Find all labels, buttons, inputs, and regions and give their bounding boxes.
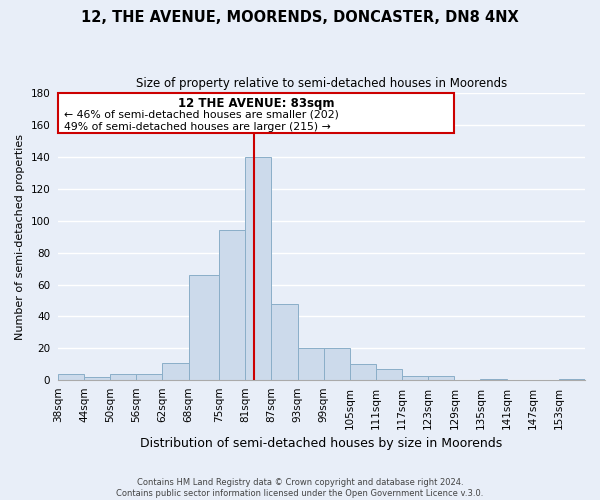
Bar — [110, 374, 136, 380]
Bar — [323, 348, 350, 380]
Bar — [271, 304, 298, 380]
X-axis label: Distribution of semi-detached houses by size in Moorends: Distribution of semi-detached houses by … — [140, 437, 503, 450]
Bar — [84, 377, 110, 380]
Bar — [559, 378, 585, 380]
Text: ← 46% of semi-detached houses are smaller (202): ← 46% of semi-detached houses are smalle… — [64, 109, 340, 119]
Bar — [58, 374, 84, 380]
Text: 49% of semi-detached houses are larger (215) →: 49% of semi-detached houses are larger (… — [64, 122, 331, 132]
Bar — [350, 364, 376, 380]
Bar — [219, 230, 245, 380]
Y-axis label: Number of semi-detached properties: Number of semi-detached properties — [15, 134, 25, 340]
Text: Contains HM Land Registry data © Crown copyright and database right 2024.
Contai: Contains HM Land Registry data © Crown c… — [116, 478, 484, 498]
Text: 12, THE AVENUE, MOORENDS, DONCASTER, DN8 4NX: 12, THE AVENUE, MOORENDS, DONCASTER, DN8… — [81, 10, 519, 25]
Bar — [428, 376, 454, 380]
Text: 12 THE AVENUE: 83sqm: 12 THE AVENUE: 83sqm — [178, 97, 334, 110]
Bar — [376, 369, 402, 380]
Bar — [481, 378, 506, 380]
Title: Size of property relative to semi-detached houses in Moorends: Size of property relative to semi-detach… — [136, 78, 507, 90]
Bar — [136, 374, 163, 380]
Bar — [188, 275, 219, 380]
Bar — [245, 157, 271, 380]
Bar — [163, 362, 188, 380]
Bar — [298, 348, 323, 380]
Bar — [402, 376, 428, 380]
FancyBboxPatch shape — [58, 93, 454, 133]
